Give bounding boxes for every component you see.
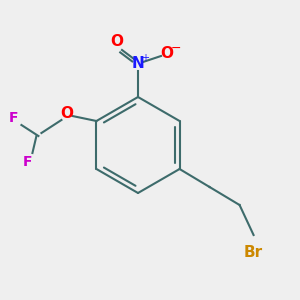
Text: O: O <box>110 34 124 49</box>
Text: O: O <box>160 46 173 61</box>
Text: F: F <box>9 111 18 125</box>
Text: F: F <box>23 155 32 169</box>
Text: −: − <box>171 41 181 55</box>
Text: Br: Br <box>244 245 263 260</box>
Text: N: N <box>132 56 144 71</box>
Text: +: + <box>141 53 149 63</box>
Text: O: O <box>60 106 73 122</box>
